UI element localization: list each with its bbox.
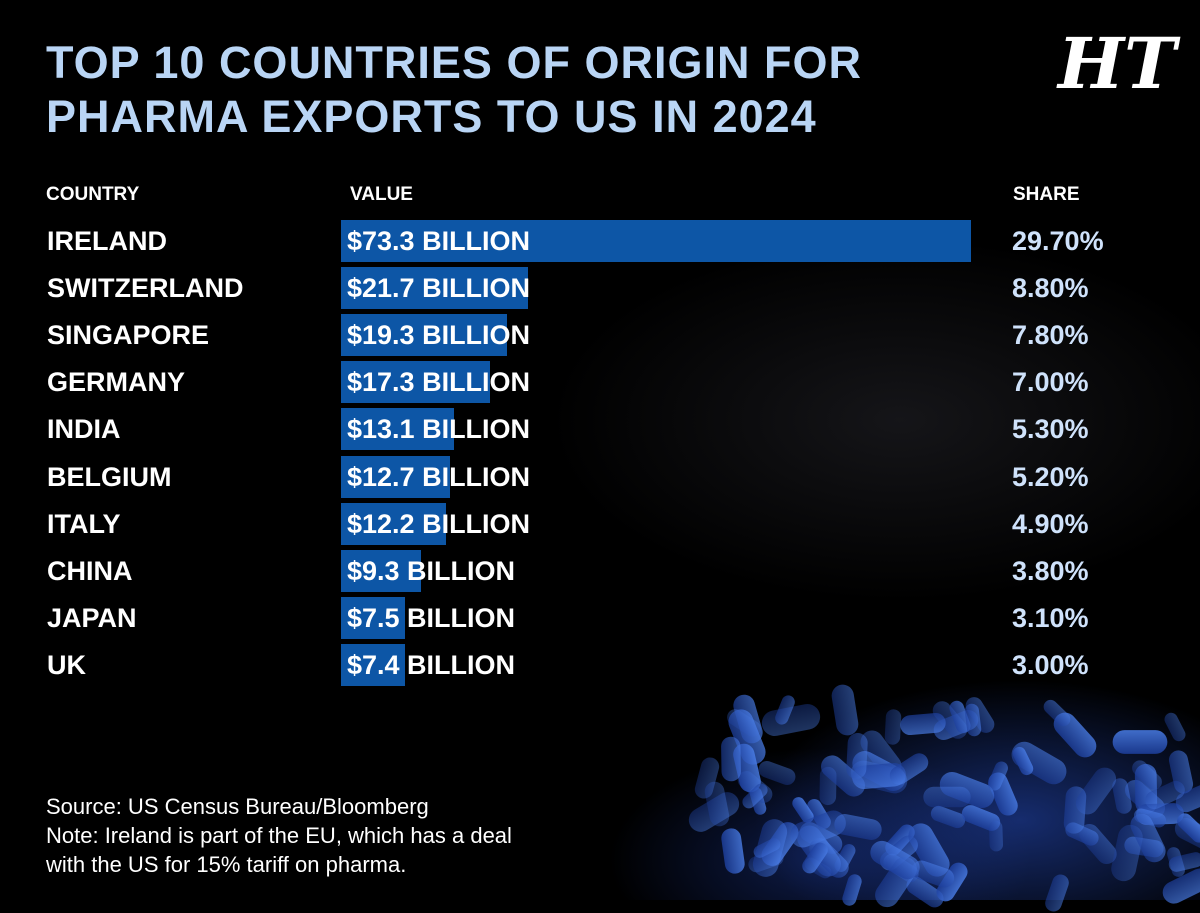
share-label: 7.00% xyxy=(1012,367,1089,398)
table-row: SINGAPORE $19.3 BILLION 7.80% xyxy=(0,313,1200,357)
pill-shape xyxy=(1112,729,1168,754)
table-row: JAPAN $7.5 BILLION 3.10% xyxy=(0,596,1200,640)
country-label: INDIA xyxy=(47,414,121,445)
value-bar xyxy=(341,314,507,357)
value-bar xyxy=(341,596,406,639)
value-bar xyxy=(341,455,451,498)
value-label: $7.5 BILLION xyxy=(347,602,516,633)
share-label: 5.30% xyxy=(1012,414,1089,445)
value-label: $12.7 BILLION xyxy=(347,461,531,492)
country-label: JAPAN xyxy=(47,602,137,633)
share-label: 7.80% xyxy=(1012,320,1089,351)
pill-shape xyxy=(846,732,869,780)
pill-shape xyxy=(884,709,902,746)
pill-shape xyxy=(988,819,1004,852)
value-bar xyxy=(341,267,528,310)
value-label: $9.3 BILLION xyxy=(347,555,516,586)
country-label: GERMANY xyxy=(47,367,186,398)
country-label: SWITZERLAND xyxy=(47,273,244,304)
table-row: IRELAND $73.3 BILLION 29.70% xyxy=(0,219,1200,263)
table-row: GERMANY $17.3 BILLION 7.00% xyxy=(0,360,1200,404)
share-label: 3.80% xyxy=(1012,555,1089,586)
table-row: ITALY $12.2 BILLION 4.90% xyxy=(0,502,1200,546)
table-row: BELGIUM $12.7 BILLION 5.20% xyxy=(0,455,1200,499)
value-label: $12.2 BILLION xyxy=(347,508,531,539)
value-bar xyxy=(341,643,405,686)
title-line-1: TOP 10 COUNTRIES OF ORIGIN FOR xyxy=(46,37,862,88)
country-label: IRELAND xyxy=(47,226,167,256)
ht-logo: HT xyxy=(1058,22,1177,105)
country-label: UK xyxy=(47,649,86,680)
share-label: 29.70% xyxy=(1012,226,1104,256)
value-label: $13.1 BILLION xyxy=(347,414,531,445)
chart-title: TOP 10 COUNTRIES OF ORIGIN FOR PHARMA EX… xyxy=(46,36,946,144)
value-label: $21.7 BILLION xyxy=(347,273,531,304)
value-label: $19.3 BILLION xyxy=(347,320,531,351)
pill-shape xyxy=(922,786,971,808)
source-text: Source: US Census Bureau/Bloomberg xyxy=(46,794,429,819)
share-label: 3.10% xyxy=(1012,602,1089,633)
note-line-1: Note: Ireland is part of the EU, which h… xyxy=(46,823,512,848)
share-label: 3.00% xyxy=(1012,649,1089,680)
header-share: SHARE xyxy=(1013,184,1080,205)
header-country: COUNTRY xyxy=(46,184,140,205)
share-label: 8.80% xyxy=(1012,273,1089,304)
value-label: $7.4 BILLION xyxy=(347,649,516,680)
header-value: VALUE xyxy=(350,184,413,205)
share-label: 5.20% xyxy=(1012,461,1089,492)
title-line-2: PHARMA EXPORTS TO US IN 2024 xyxy=(46,91,817,142)
pill-shape xyxy=(721,736,742,782)
note-line-2: with the US for 15% tariff on pharma. xyxy=(46,852,407,877)
table-row: UK $7.4 BILLION 3.00% xyxy=(0,643,1200,687)
country-label: ITALY xyxy=(47,508,121,539)
table-row: INDIA $13.1 BILLION 5.30% xyxy=(0,407,1200,451)
value-bar xyxy=(341,502,446,545)
value-label: $73.3 BILLION xyxy=(347,226,531,256)
value-label: $17.3 BILLION xyxy=(347,367,531,398)
value-bar xyxy=(341,361,490,404)
share-label: 4.90% xyxy=(1012,508,1089,539)
value-bar xyxy=(341,408,454,451)
table-row: CHINA $9.3 BILLION 3.80% xyxy=(0,549,1200,593)
value-bar xyxy=(341,549,421,592)
country-label: SINGAPORE xyxy=(47,320,210,351)
value-bar xyxy=(341,220,971,262)
country-label: CHINA xyxy=(47,555,133,586)
footnote: Source: US Census Bureau/Bloomberg Note:… xyxy=(46,792,512,879)
country-label: BELGIUM xyxy=(47,461,172,492)
table-row: SWITZERLAND $21.7 BILLION 8.80% xyxy=(0,266,1200,310)
